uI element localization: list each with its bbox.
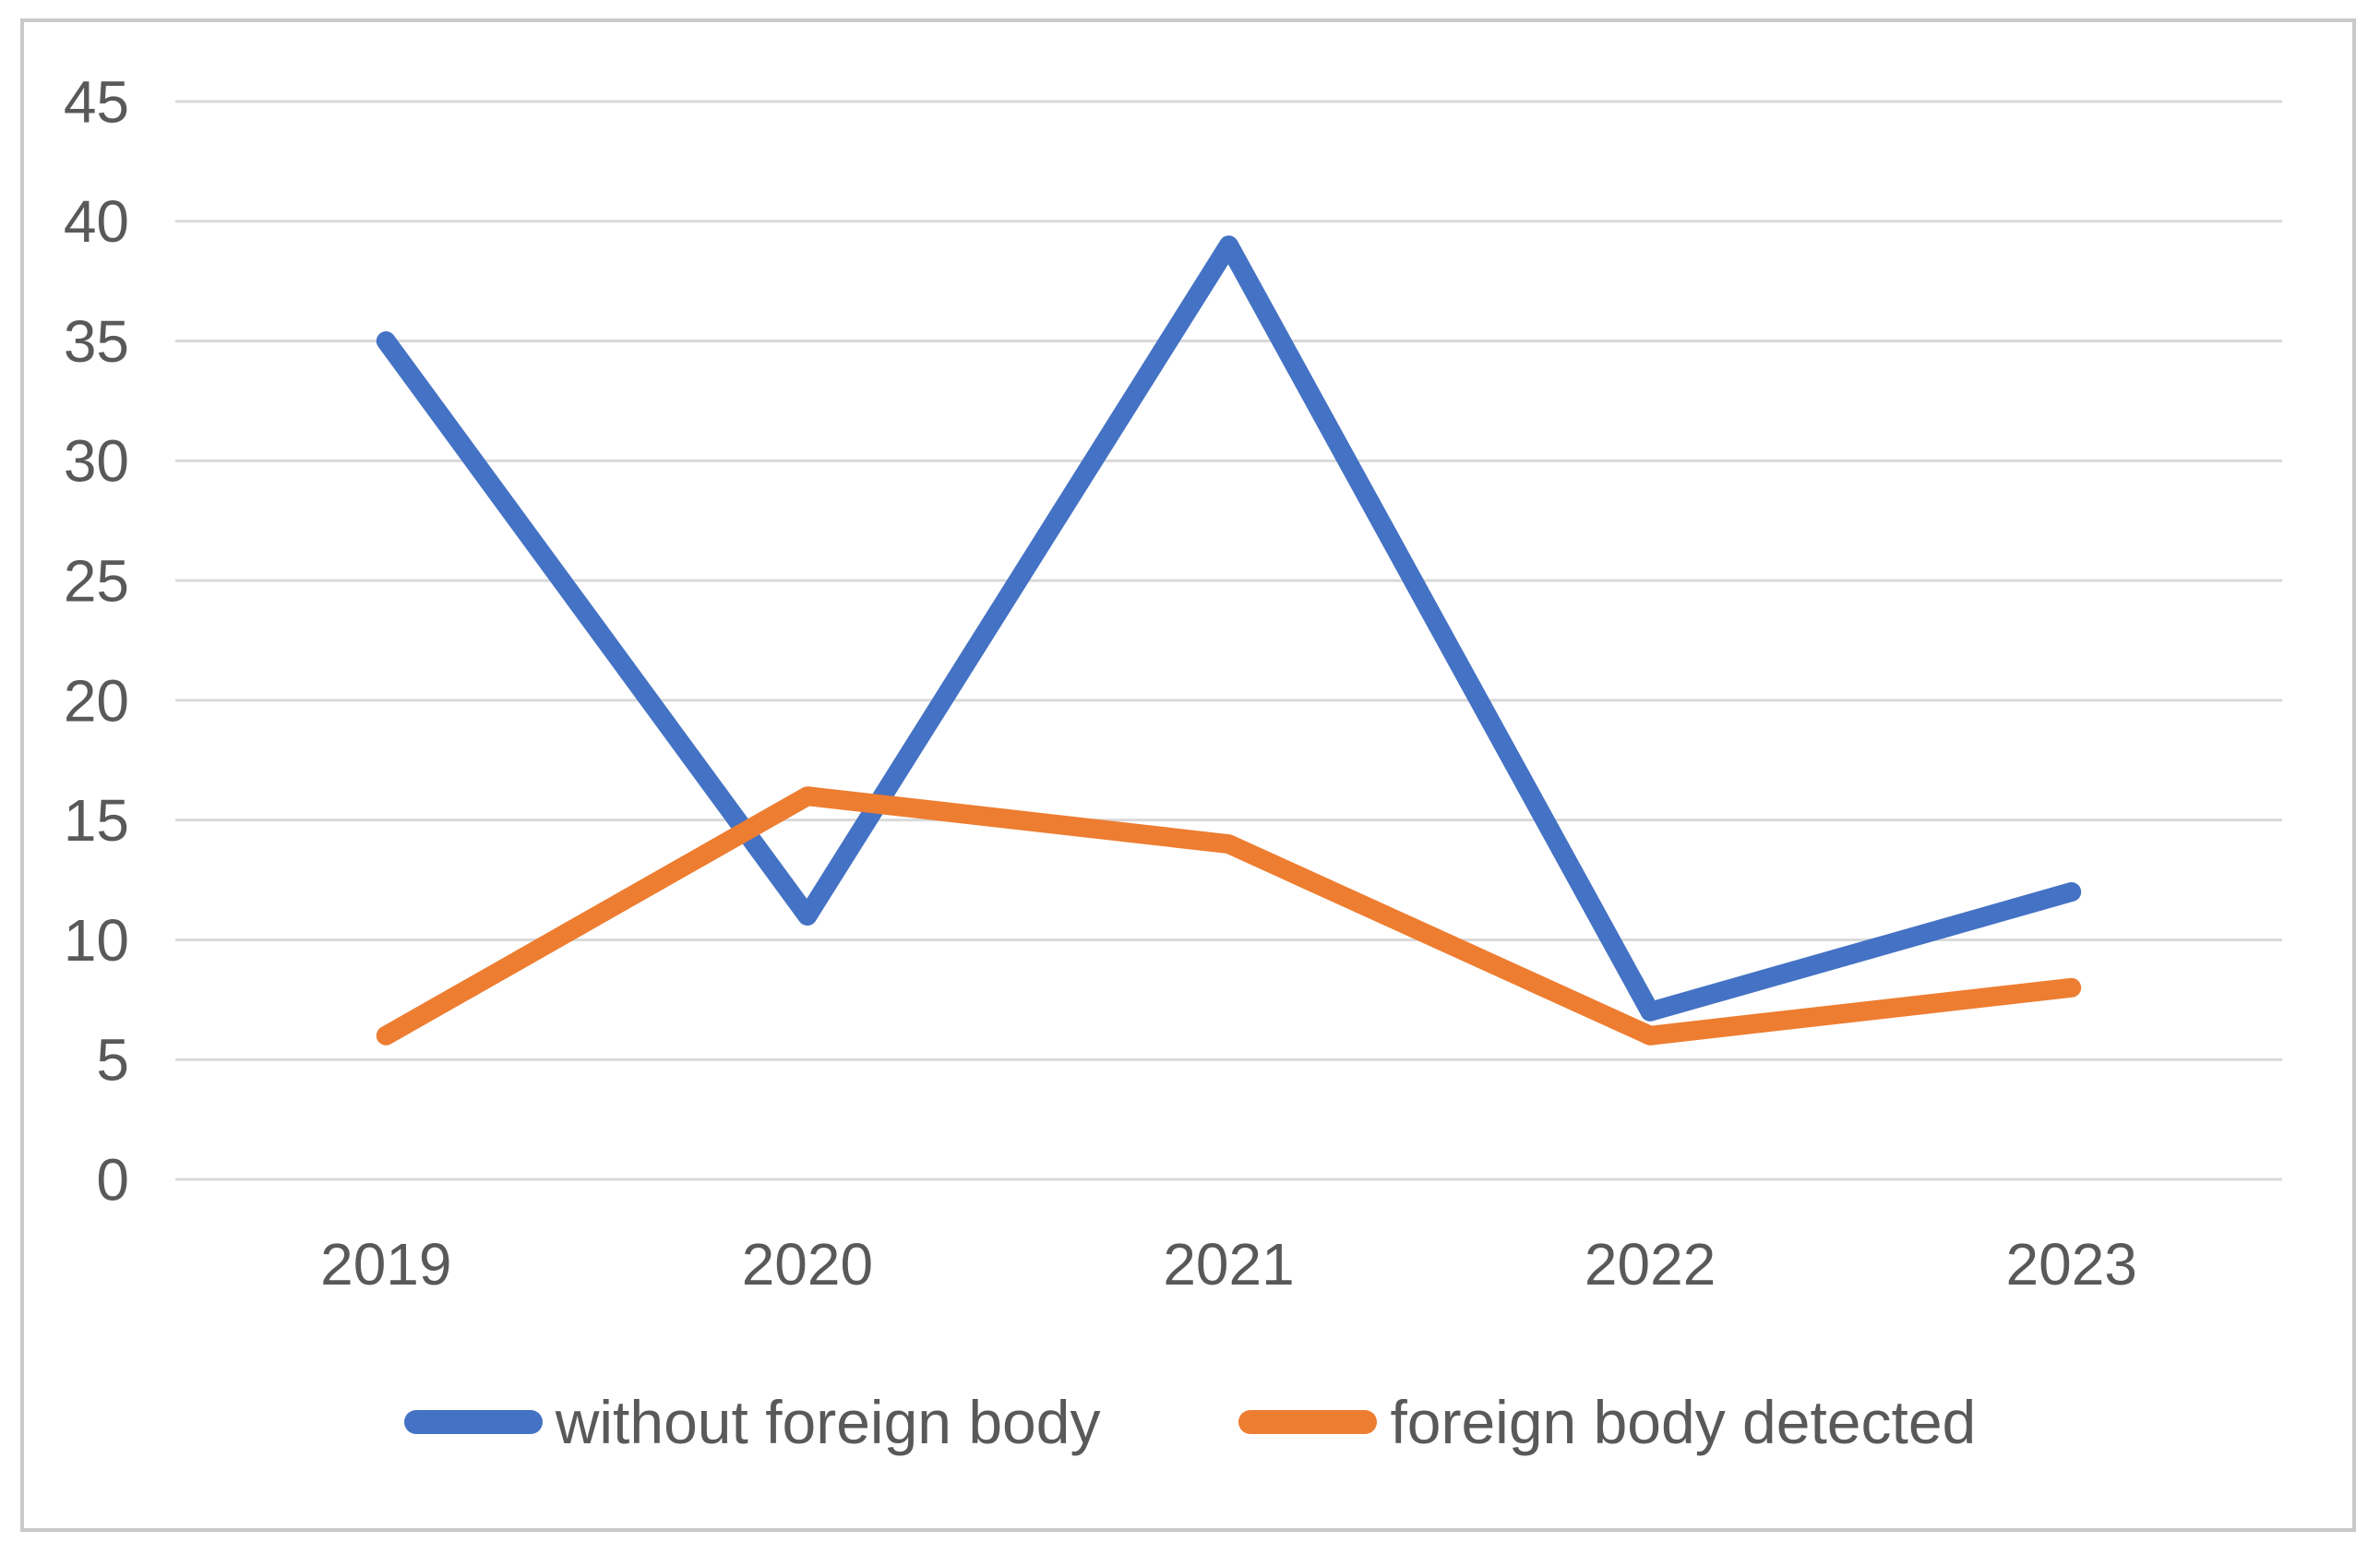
legend-item-without-foreign-body: without foreign body	[403, 1388, 1101, 1456]
x-tick-label: 2022	[1585, 1231, 1716, 1297]
series-line-without-foreign-body	[376, 235, 2082, 1022]
chart-frame	[20, 18, 2356, 1532]
series-lines-group	[376, 235, 2082, 1046]
y-tick-label: 20	[64, 667, 129, 734]
legend-label: without foreign body	[555, 1388, 1101, 1456]
y-tick-label: 30	[64, 428, 129, 495]
y-tick-label: 25	[64, 548, 129, 615]
y-tick-label: 5	[96, 1027, 129, 1094]
y-tick-label: 40	[64, 188, 129, 255]
y-tick-label: 15	[64, 787, 129, 854]
series-line-foreign-body-detected	[376, 786, 2082, 1046]
legend-swatch-line-icon	[403, 1410, 543, 1434]
legend-label: foreign body detected	[1390, 1388, 1977, 1456]
chart-legend: without foreign body foreign body detect…	[0, 1381, 2380, 1464]
x-tick-label: 2019	[320, 1231, 451, 1297]
y-tick-label: 35	[64, 308, 129, 375]
x-tick-label: 2021	[1163, 1231, 1294, 1297]
gridlines-group	[175, 100, 2282, 1181]
y-axis-tick-labels: 0 5 10 15 20 25 30 35 40 45	[64, 68, 129, 1213]
y-tick-label: 45	[64, 68, 129, 135]
y-tick-label: 10	[64, 907, 129, 974]
y-tick-label: 0	[96, 1146, 129, 1213]
legend-swatch-line-icon	[1238, 1410, 1378, 1434]
legend-item-foreign-body-detected: foreign body detected	[1238, 1392, 1976, 1452]
x-tick-label: 2023	[2006, 1231, 2137, 1297]
x-axis-tick-labels: 2019 2020 2021 2022 2023	[320, 1231, 2137, 1297]
x-tick-label: 2020	[742, 1231, 873, 1297]
